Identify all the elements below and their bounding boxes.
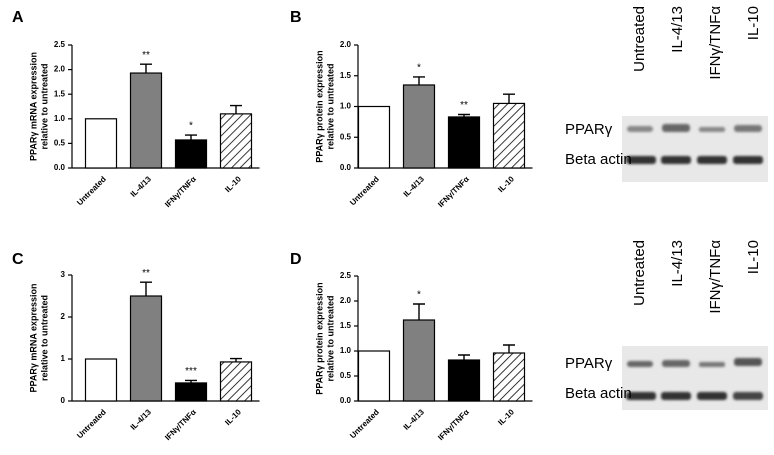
y-tick-label: 0.5 — [54, 139, 66, 148]
x-tick-label: IL-4/13 — [129, 407, 154, 432]
lane-label: IL-10 — [745, 6, 762, 40]
y-tick-label: 2.0 — [340, 296, 352, 305]
y-tick-label: 1.5 — [340, 321, 352, 330]
bar — [402, 319, 436, 402]
bar — [357, 350, 391, 402]
y-tick-label: 1.5 — [340, 71, 352, 80]
significance-label: ** — [142, 268, 150, 279]
bar — [402, 84, 436, 169]
bar — [129, 295, 163, 402]
lane-label: Untreated — [631, 240, 648, 306]
lane-label: Untreated — [631, 6, 648, 72]
significance-label: * — [417, 290, 421, 301]
panel-label: A — [12, 9, 24, 26]
y-tick-label: 0.5 — [340, 371, 352, 380]
x-tick-label: IL-10 — [496, 407, 516, 427]
y-tick-label: 0 — [61, 396, 66, 405]
x-tick-label: IFNγ/TNFα — [436, 174, 471, 209]
significance-label: * — [189, 121, 193, 132]
y-axis-label: PPARγ mRNA expression — [28, 283, 38, 392]
x-tick-label: IL-10 — [223, 174, 243, 194]
x-tick-label: IFNγ/TNFα — [163, 174, 198, 209]
y-axis-label: relative to untreated — [325, 63, 335, 149]
bar — [492, 352, 526, 402]
error-bar — [413, 303, 425, 320]
y-axis-label: PPARγ mRNA expression — [28, 52, 38, 161]
y-axis-label: relative to untreated — [39, 63, 49, 149]
bar — [84, 118, 118, 169]
y-tick-label: 0.0 — [54, 163, 66, 172]
x-tick-label: Untreated — [348, 174, 381, 207]
error-bar — [503, 93, 515, 104]
y-tick-label: 2.5 — [54, 40, 66, 49]
lane-label: IFNγ/TNFα — [707, 240, 724, 314]
y-tick-label: 1.0 — [54, 114, 66, 123]
row-label: Beta actin — [565, 151, 632, 168]
bar — [492, 102, 526, 169]
bar — [219, 361, 253, 402]
bar — [174, 139, 208, 169]
error-bar — [230, 357, 242, 362]
y-tick-label: 1.0 — [340, 346, 352, 355]
panel-label: C — [12, 251, 24, 268]
y-tick-label: 1.5 — [54, 89, 66, 98]
bar — [357, 105, 391, 169]
y-tick-label: 2 — [61, 312, 66, 321]
lane-label: IL-4/13 — [669, 6, 686, 53]
lane-label: IL-4/13 — [669, 240, 686, 287]
y-tick-label: 2.0 — [54, 65, 66, 74]
bar — [447, 359, 481, 402]
significance-label: ** — [142, 50, 150, 61]
x-tick-label: IL-10 — [223, 407, 243, 427]
row-label: Beta actin — [565, 385, 632, 402]
error-bar — [140, 281, 152, 296]
y-tick-label: 2.5 — [340, 271, 352, 280]
bar — [129, 72, 163, 169]
x-tick-label: Untreated — [75, 407, 108, 440]
row-label: PPARγ — [565, 355, 613, 372]
error-bar — [230, 104, 242, 114]
error-bar — [413, 76, 425, 85]
lane-label: IL-10 — [745, 240, 762, 274]
blot-image — [622, 116, 768, 182]
error-bar — [185, 134, 197, 140]
lane-label: IFNγ/TNFα — [707, 6, 724, 80]
y-tick-label: 1.0 — [340, 102, 352, 111]
bar — [447, 116, 481, 169]
y-axis-label: relative to untreated — [39, 295, 49, 381]
row-label: PPARγ — [565, 121, 613, 138]
x-tick-label: IL-4/13 — [129, 174, 154, 199]
y-tick-label: 0.0 — [340, 163, 352, 172]
y-tick-label: 0.0 — [340, 396, 352, 405]
x-tick-label: IFNγ/TNFα — [436, 407, 471, 442]
error-bar — [458, 113, 470, 117]
panel-label: B — [290, 9, 302, 26]
y-tick-label: 0.5 — [340, 132, 352, 141]
x-tick-label: IL-4/13 — [402, 174, 427, 199]
bar — [84, 358, 118, 402]
error-bar — [185, 379, 197, 383]
y-axis-label: relative to untreated — [325, 295, 335, 381]
bar — [174, 382, 208, 402]
significance-label: * — [417, 63, 421, 74]
x-tick-label: IL-10 — [496, 174, 516, 194]
significance-label: *** — [185, 366, 197, 377]
y-axis-label: PPARγ protein expression — [314, 50, 324, 162]
x-tick-label: Untreated — [348, 407, 381, 440]
x-tick-label: IL-4/13 — [402, 407, 427, 432]
y-tick-label: 2.0 — [340, 40, 352, 49]
x-tick-label: IFNγ/TNFα — [163, 407, 198, 442]
significance-label: ** — [460, 100, 468, 111]
x-tick-label: Untreated — [75, 174, 108, 207]
bar — [219, 113, 253, 169]
error-bar — [458, 354, 470, 360]
blot-image — [622, 346, 768, 410]
error-bar — [503, 344, 515, 353]
y-tick-label: 1 — [61, 354, 66, 363]
y-axis-label: PPARγ protein expression — [314, 282, 324, 394]
error-bar — [140, 63, 152, 74]
panel-label: D — [290, 251, 302, 268]
y-tick-label: 3 — [61, 270, 66, 279]
